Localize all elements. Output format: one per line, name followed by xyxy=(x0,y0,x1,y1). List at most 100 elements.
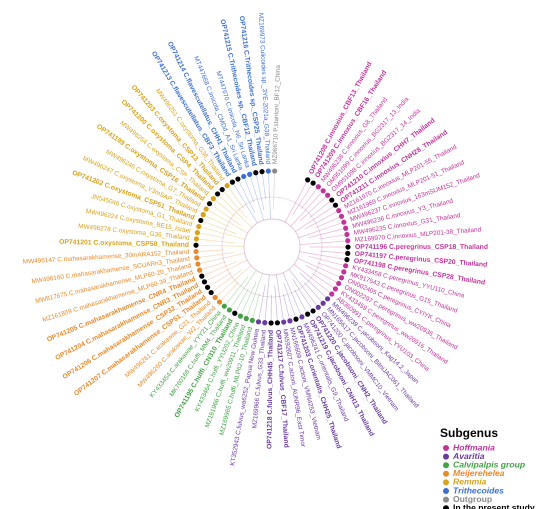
leaf-label: OP741196 C.peregrinus_CSP18_Thailand xyxy=(355,244,488,251)
legend-label: Outgroup xyxy=(453,494,492,504)
branch xyxy=(211,205,241,226)
leaf-label: OP741218 C.fulvus_CHH45_Thailand xyxy=(266,330,274,449)
leaf-dot xyxy=(299,314,305,320)
leaf-dot xyxy=(343,263,349,269)
branch xyxy=(264,274,270,320)
leaf-dot xyxy=(247,171,253,177)
leaf-dot xyxy=(341,269,347,275)
leaf-dot xyxy=(237,313,244,319)
leaf-dot xyxy=(198,217,204,224)
leaf-dot xyxy=(241,173,247,180)
branch xyxy=(308,256,343,266)
leaf-dot xyxy=(320,188,326,194)
branch xyxy=(206,259,248,281)
leaf-dot xyxy=(274,320,281,326)
branch xyxy=(299,251,345,260)
leaf-dot xyxy=(345,244,351,250)
leaf-dot xyxy=(305,311,311,317)
leaf-dot xyxy=(338,213,345,219)
leaf-dot xyxy=(259,169,265,175)
branch xyxy=(292,278,312,309)
branch xyxy=(219,195,253,228)
legend-label: Trithecoides xyxy=(453,485,504,495)
branch xyxy=(311,273,334,288)
leaf-dot xyxy=(235,176,241,182)
leaf-dot xyxy=(325,296,331,302)
leaf-dot xyxy=(194,255,200,261)
leaf-dot xyxy=(345,238,351,244)
leaves: OP741208 C.innoxius_CBF13_ThailandOP7412… xyxy=(23,13,488,467)
branch xyxy=(294,289,307,312)
branch xyxy=(199,244,245,247)
leaf-dot xyxy=(193,248,199,255)
branch xyxy=(213,269,242,292)
legend-title: Subgenus xyxy=(440,426,498,440)
leaf-dot xyxy=(199,273,205,279)
branch xyxy=(319,250,345,254)
leaf-dot xyxy=(229,179,236,185)
branches xyxy=(199,174,346,320)
branch xyxy=(304,282,322,302)
branch xyxy=(258,284,266,319)
legend-dot xyxy=(443,470,449,477)
legend-dot xyxy=(443,445,449,451)
leaf-dot xyxy=(197,267,203,273)
leaf-dot xyxy=(341,219,347,225)
leaf-dot xyxy=(194,230,200,236)
branch xyxy=(305,264,337,283)
leaf-dot xyxy=(310,180,316,186)
legend-dot xyxy=(443,496,449,503)
branch xyxy=(203,221,237,235)
leaf-dot xyxy=(243,315,249,322)
branch xyxy=(221,281,240,301)
branch xyxy=(284,182,307,223)
leaf-dot xyxy=(216,299,223,305)
leaf-dot xyxy=(212,294,218,301)
branch xyxy=(292,185,312,216)
leaf-dot xyxy=(325,192,331,198)
branch xyxy=(246,273,263,316)
leaf-dot xyxy=(336,208,342,214)
branch xyxy=(252,293,260,318)
branch xyxy=(308,228,343,238)
branch xyxy=(299,240,345,246)
branch xyxy=(317,262,342,272)
legend-label: Hoffmania xyxy=(453,442,495,452)
leaf-dot xyxy=(214,191,221,197)
branch xyxy=(272,174,275,210)
leaf-dot xyxy=(287,318,293,324)
branch xyxy=(299,272,326,298)
leaf-dot xyxy=(315,184,321,190)
branch xyxy=(288,269,317,306)
leaf-dot xyxy=(193,236,200,242)
leaf-dot xyxy=(293,316,299,322)
branch xyxy=(209,272,232,287)
branch xyxy=(228,187,244,209)
leaf-dot xyxy=(204,284,211,290)
leaf-dot xyxy=(338,275,345,281)
branch xyxy=(275,274,284,320)
leaf-dot xyxy=(315,304,321,310)
branch xyxy=(298,222,342,239)
legend-label: Calvipalpis group xyxy=(453,459,525,469)
branch xyxy=(309,201,330,218)
branch xyxy=(315,217,339,228)
legend-dot xyxy=(443,488,449,494)
branch xyxy=(215,200,236,217)
leaf-dot xyxy=(329,197,335,203)
branch xyxy=(241,281,257,314)
leaf-dot xyxy=(320,300,326,306)
legend-dot xyxy=(443,505,449,509)
legend-dot xyxy=(443,453,449,460)
leaf-dot xyxy=(221,303,227,309)
branch xyxy=(262,174,267,200)
leaf-dot xyxy=(272,168,278,174)
branch xyxy=(300,188,317,210)
branch xyxy=(244,179,255,203)
leaf-dot xyxy=(210,196,216,202)
branch xyxy=(283,282,296,317)
legend-label: Avaritia xyxy=(452,451,485,461)
branch xyxy=(290,192,322,227)
legend-label: Remmia xyxy=(453,477,487,487)
